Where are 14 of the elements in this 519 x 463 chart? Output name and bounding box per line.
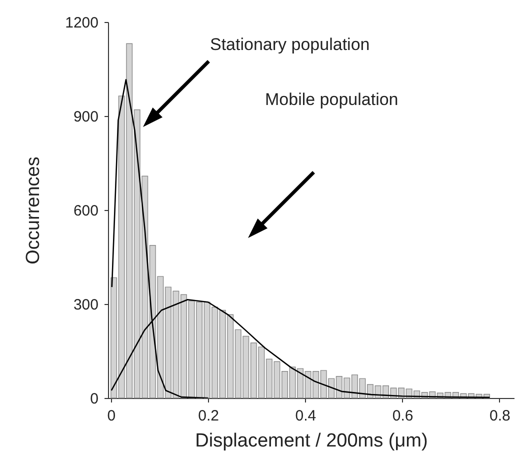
x-axis-title: Displacement / 200ms (μm) <box>195 430 428 452</box>
y-tick-label: 600 <box>73 202 98 220</box>
y-tick-label: 900 <box>73 108 98 126</box>
y-tick-label: 300 <box>73 296 98 314</box>
x-tick-label: 0.6 <box>392 408 414 424</box>
annotation: Mobile population <box>265 90 398 109</box>
x-tick-label: 0.2 <box>198 408 219 424</box>
y-axis-title: Occurrences <box>23 156 44 264</box>
x-tick-label: 0.4 <box>295 408 316 424</box>
x-tick-label: 0.8 <box>490 408 510 424</box>
y-tick-label: 0 <box>90 390 98 408</box>
annotation: Stationary population <box>210 35 370 54</box>
y-tick-label: 1200 <box>65 14 98 32</box>
x-tick-label: 0 <box>107 408 116 424</box>
